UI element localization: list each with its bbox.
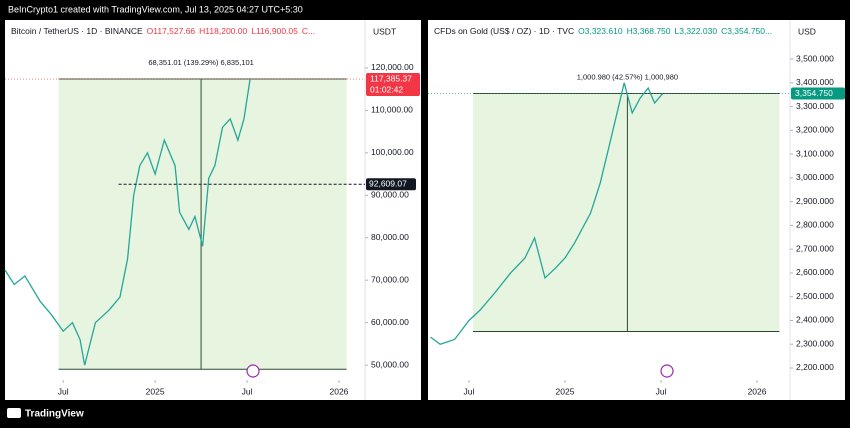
footer: TradingView xyxy=(25,409,84,420)
price-line xyxy=(4,78,251,366)
y-tick-label: 2,400.000 xyxy=(796,315,834,325)
y-tick-label: 2,700.000 xyxy=(796,243,834,253)
y-tick-label: 100,000.00 xyxy=(371,147,414,157)
measure-label: 68,351.01 (139.29%) 6,835,101 xyxy=(148,58,254,67)
price-line xyxy=(430,82,664,345)
countdown: 01:02:42 xyxy=(370,84,403,94)
ohlc-label: O117,527.66 xyxy=(147,26,196,36)
currency: USDT xyxy=(373,26,396,36)
event-icon xyxy=(246,364,260,378)
y-tick-label: 3,400.000 xyxy=(796,77,834,87)
y-tick-label: 3,200.000 xyxy=(796,125,834,135)
x-tick-label: Jul xyxy=(656,386,667,396)
y-tick-label: 2,600.000 xyxy=(796,267,834,277)
y-tick-label: 3,100.000 xyxy=(796,148,834,158)
y-tick-label: 3,500.000 xyxy=(796,53,834,63)
y-tick-label: 2,300.000 xyxy=(796,338,834,348)
chart-title: CFDs on Gold (US$ / OZ) · 1D · TVC O3,323… xyxy=(434,26,772,36)
measure-label: 1,000.980 (42.57%) 1,000,980 xyxy=(577,73,678,82)
y-tick-label: 70,000.00 xyxy=(371,274,409,284)
y-tick-label: 2,200.000 xyxy=(796,362,834,372)
x-tick-label: Jul xyxy=(58,386,69,396)
event-icon xyxy=(660,364,674,378)
watermark: BeInCrypto1 created with TradingView.com… xyxy=(8,4,303,14)
x-tick-label: 2025 xyxy=(146,386,165,396)
y-tick-label: 80,000.00 xyxy=(371,232,409,242)
ohlc-label: H3,368.750 xyxy=(627,26,671,36)
y-tick-label: 2,500.000 xyxy=(796,291,834,301)
y-tick-label: 50,000.00 xyxy=(371,359,409,369)
measure-box xyxy=(472,93,780,332)
y-tick-label: 90,000.00 xyxy=(371,190,409,200)
y-tick-label: 2,800.000 xyxy=(796,220,834,230)
ohlc-label: C3,354.750... xyxy=(721,26,772,36)
x-tick-label: Jul xyxy=(464,386,475,396)
title: CFDs on Gold (US$ / OZ) · 1D · TVC xyxy=(434,26,574,36)
measure-box xyxy=(58,79,347,370)
title: Bitcoin / TetherUS · 1D · BINANCE xyxy=(11,26,143,36)
ohlc-label: O3,323.610 xyxy=(578,26,623,36)
ohlc-label: C... xyxy=(302,26,315,36)
hline-label: 92,609.07 xyxy=(369,178,407,188)
ohlc-label: L3,322.030 xyxy=(675,26,718,36)
y-tick-label: 3,000.000 xyxy=(796,172,834,182)
x-tick-label: 2026 xyxy=(748,386,767,396)
last-price-label: 3,354.750 xyxy=(795,88,833,98)
ohlc-label: H118,200.00 xyxy=(199,26,247,36)
y-tick-label: 120,000.00 xyxy=(371,62,414,72)
y-tick-label: 2,900.000 xyxy=(796,196,834,206)
y-tick-label: 3,300.000 xyxy=(796,101,834,111)
ohlc-label: L116,900.05 xyxy=(251,26,298,36)
y-tick-label: 60,000.00 xyxy=(371,317,409,327)
last-price-tag xyxy=(791,87,845,100)
currency: USD xyxy=(798,26,816,36)
logo xyxy=(7,408,21,418)
x-tick-label: 2025 xyxy=(556,386,575,396)
last-price-tag xyxy=(366,73,420,97)
y-tick-label: 110,000.00 xyxy=(371,105,413,115)
x-tick-label: 2026 xyxy=(329,386,348,396)
x-tick-label: Jul xyxy=(242,386,253,396)
hline-tag xyxy=(366,178,416,191)
chart-title: Bitcoin / TetherUS · 1D · BINANCE O117,52… xyxy=(11,26,315,36)
last-price-label: 117,385.37 xyxy=(370,73,412,83)
